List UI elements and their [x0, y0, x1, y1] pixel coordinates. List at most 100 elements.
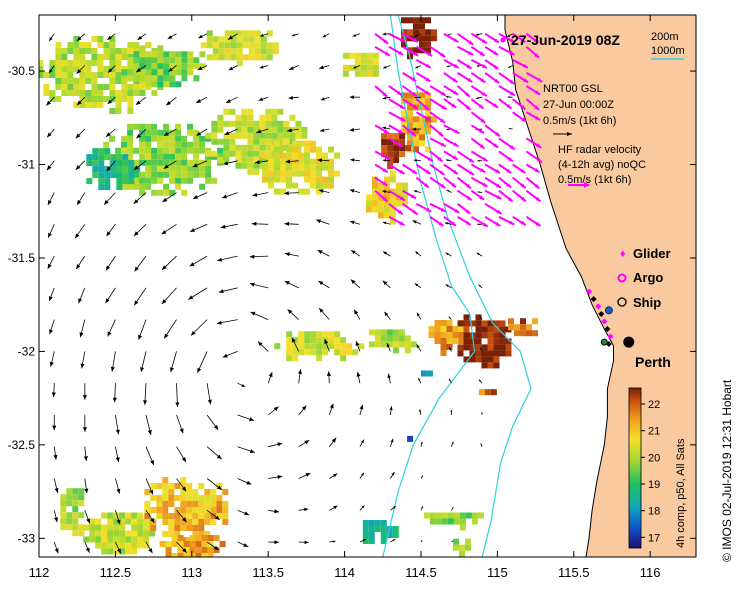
sst-pixel: [354, 64, 361, 71]
sst-pixel: [204, 507, 211, 513]
sst-pixel: [372, 64, 379, 71]
sst-pixel: [222, 489, 229, 495]
model-vector: [140, 351, 147, 373]
sst-pixel: [109, 108, 116, 114]
sst-pixel: [195, 535, 202, 541]
sst-pixel: [175, 129, 182, 136]
hf-radar-vector: [388, 124, 404, 135]
sst-pixel: [181, 189, 188, 196]
sst-pixel: [157, 159, 164, 166]
sst-pixel: [73, 42, 80, 48]
sst-pixel: [78, 500, 85, 507]
sst-pixel: [121, 141, 128, 148]
sst-pixel: [49, 60, 56, 66]
sst-pixel: [193, 153, 200, 160]
model-vector: [329, 505, 338, 511]
sst-pixel: [180, 513, 187, 519]
sst-pixel: [431, 35, 437, 42]
sst-pixel: [374, 526, 381, 532]
model-vector: [136, 128, 147, 139]
sst-pixel: [192, 525, 199, 531]
sst-patch: [274, 331, 365, 362]
sst-pixel: [98, 148, 105, 155]
sst-pixel: [298, 331, 305, 338]
sst-pixel: [241, 144, 248, 151]
sst-pixel: [187, 165, 194, 172]
sst-pixel: [236, 60, 243, 67]
hf-radar-vector: [443, 150, 459, 161]
sst-pixel: [425, 122, 431, 129]
model-vector: [412, 127, 422, 131]
hf-radar-vector: [402, 72, 417, 82]
sst-pixel: [260, 54, 267, 61]
glider-position-icon: [590, 296, 597, 303]
model-vector: [317, 249, 330, 257]
sst-pixel: [247, 126, 254, 133]
model-vector: [168, 65, 177, 73]
hf-legend-line2: (4-12h avg) noQC: [558, 159, 646, 171]
model-vector: [106, 160, 116, 172]
sst-pixel: [175, 135, 182, 142]
argo-legend-label: Argo: [633, 270, 663, 285]
sst-pixel: [198, 507, 205, 513]
glider-position-icon: [601, 318, 608, 325]
model-vector: [291, 337, 300, 352]
sst-pixel: [368, 341, 375, 348]
sst-pixel: [453, 538, 459, 545]
sst-pixel: [247, 120, 254, 127]
sst-pixel: [235, 162, 242, 169]
sst-pixel: [277, 108, 284, 115]
sst-pixel: [229, 132, 236, 139]
sst-pixel: [217, 156, 224, 163]
sst-pixel: [475, 338, 482, 345]
model-vector: [76, 65, 86, 74]
sst-pixel: [398, 329, 405, 336]
sst-pixel: [366, 58, 373, 65]
sst-pixel: [241, 120, 248, 127]
sst-pixel: [122, 154, 129, 161]
sst-pixel: [163, 165, 170, 172]
sst-pixel: [162, 483, 169, 489]
hf-radar-vector: [525, 32, 540, 44]
sst-pixel: [73, 90, 80, 96]
hf-radar-vector: [429, 150, 444, 163]
sst-pixel: [289, 132, 296, 139]
sst-pixel: [298, 170, 304, 177]
model-vector: [51, 383, 56, 398]
model-vector: [46, 128, 55, 138]
model-vector: [176, 541, 188, 553]
sst-pixel: [104, 154, 111, 161]
hf-radar-vector: [415, 176, 430, 189]
sst-pixel: [463, 320, 470, 327]
hf-radar-vector: [374, 124, 390, 135]
hf-radar-vector: [470, 176, 488, 188]
hf-radar-vector: [443, 98, 457, 109]
hf-radar-vector: [470, 32, 488, 44]
hf-radar-vector: [388, 163, 406, 175]
sst-pixel: [98, 178, 105, 185]
sst-pixel: [198, 495, 205, 501]
sst-pixel: [85, 102, 92, 108]
model-vector: [285, 159, 299, 164]
sst-pixel: [322, 343, 329, 350]
sst-pixel: [206, 54, 213, 61]
sst-pixel: [181, 159, 188, 166]
sst-pixel: [85, 48, 92, 54]
sst-pixel: [79, 66, 86, 72]
sst-pixel: [145, 63, 152, 70]
model-vector: [237, 446, 255, 453]
sst-pixel: [435, 512, 442, 519]
sst-pixel: [125, 512, 132, 519]
sst-pixel: [86, 160, 93, 167]
hf-radar-vector: [498, 98, 512, 110]
sst-pixel: [218, 48, 225, 55]
hf-radar-vector: [525, 163, 541, 174]
x-tick-label: 115.5: [558, 565, 590, 580]
sst-pixel: [73, 66, 80, 72]
isobath-200m: [397, 15, 532, 557]
sst-pixel: [362, 538, 369, 544]
sst-pixel: [61, 72, 68, 78]
sst-pixel: [328, 182, 334, 189]
sst-pixel: [452, 332, 459, 338]
sst-pixel: [419, 140, 425, 147]
